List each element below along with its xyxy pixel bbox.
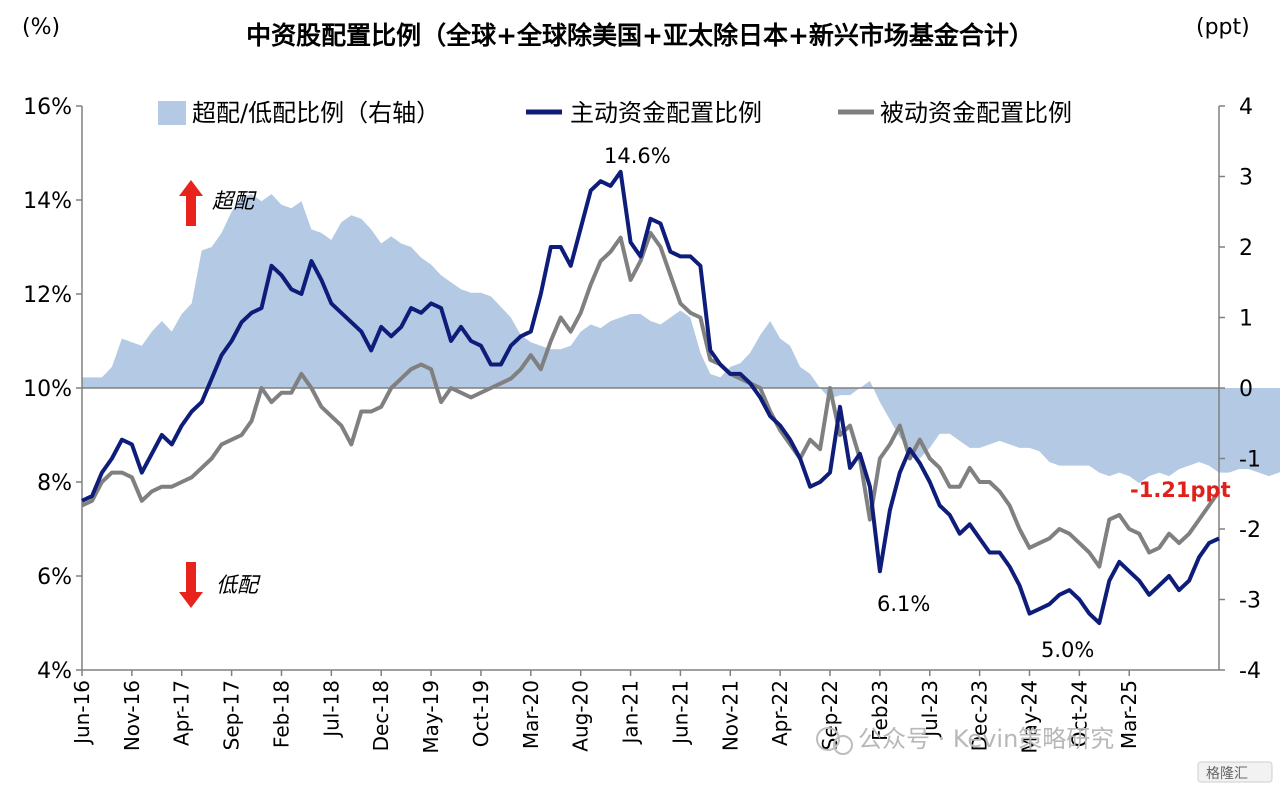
x-tick-label: Mar-20	[519, 680, 543, 749]
x-tick-label: May-19	[419, 680, 443, 754]
x-tick-label: Sep-17	[220, 680, 244, 750]
area-layer	[82, 194, 1280, 484]
annotation-peak: 14.6%	[604, 144, 671, 168]
annotation-low-2024: 5.0%	[1041, 638, 1094, 662]
annotation-latest-ppt: -1.21ppt	[1130, 478, 1231, 502]
right-tick-label: 1	[1239, 307, 1253, 332]
label-layer: 4% 6% 8% 10% 12% 14% 16% -4 -3 -2 -1 0 1 2 3 4 Jun-16 Nov…	[23, 95, 1261, 754]
right-axis-unit: (ppt)	[1196, 15, 1250, 40]
left-tick-label: 12%	[23, 283, 72, 308]
watermark-logo-icon	[816, 727, 853, 755]
right-tick-label: 2	[1239, 236, 1253, 261]
down-arrow-icon	[179, 562, 203, 608]
right-tick-label: -1	[1239, 448, 1261, 473]
x-tick-label: May-24	[1018, 680, 1042, 754]
legend-label-passive: 被动资金配置比例	[880, 99, 1072, 127]
x-tick-label: Apr-17	[170, 680, 194, 746]
x-tick-label: Jan-21	[619, 680, 643, 746]
axis-layer	[76, 105, 1225, 676]
watermark-text: 公众号 · Kevin策略研究	[858, 725, 1114, 753]
left-tick-label: 16%	[23, 95, 72, 120]
series-line-passive	[81, 230, 1221, 569]
left-axis-unit: (%)	[22, 15, 60, 40]
line-layer	[81, 169, 1221, 625]
chart-title: 中资股配置比例（全球+全球除美国+亚太除日本+新兴市场基金合计）	[246, 21, 1034, 50]
left-tick-label: 4%	[37, 659, 72, 684]
arrow-down-label: 低配	[216, 573, 261, 597]
corner-badge-text: 格隆汇	[1206, 766, 1248, 782]
series-line-active	[81, 169, 1220, 625]
x-tick-label: Apr-22	[768, 680, 792, 746]
x-tick-label: Jul-18	[319, 680, 343, 739]
x-tick-label: Nov-16	[120, 680, 144, 751]
legend-label-active: 主动资金配置比例	[570, 99, 762, 127]
x-tick-label: Jun-21	[668, 680, 692, 746]
left-tick-label: 6%	[37, 565, 72, 590]
x-tick-label: Mar-25	[1117, 680, 1141, 749]
x-tick-label: Jul-23	[918, 680, 942, 739]
x-tick-label: Oct-24	[1067, 680, 1091, 747]
legend-label-area: 超配/低配比例（右轴）	[192, 99, 440, 127]
annotation-low-2022: 6.1%	[877, 592, 930, 616]
x-tick-label: Aug-20	[569, 680, 593, 752]
arrow-up-label: 超配	[212, 189, 257, 213]
corner-badge	[1197, 761, 1273, 783]
x-tick-label: Nov-21	[718, 680, 742, 751]
right-tick-label: 0	[1239, 377, 1253, 402]
legend: 超配/低配比例（右轴） 主动资金配置比例 被动资金配置比例	[158, 99, 1072, 127]
series-area-overweight	[82, 194, 1280, 484]
right-tick-label: -4	[1239, 659, 1261, 684]
right-tick-label: 3	[1239, 166, 1253, 191]
right-tick-label: 4	[1239, 95, 1253, 120]
right-tick-label: -2	[1239, 518, 1261, 543]
legend-swatch-area	[158, 101, 186, 125]
x-tick-label: Oct-19	[469, 680, 493, 747]
right-tick-label: -3	[1239, 589, 1261, 614]
x-tick-label: Feb23	[868, 680, 892, 741]
up-arrow-icon	[179, 180, 203, 226]
left-tick-label: 10%	[23, 377, 72, 402]
x-tick-label: Dec-18	[369, 680, 393, 751]
left-tick-label: 8%	[37, 471, 72, 496]
x-tick-label: Dec-23	[968, 680, 992, 751]
x-tick-label: Feb-18	[269, 680, 293, 748]
x-tick-label: Jun-16	[70, 680, 94, 746]
left-tick-label: 14%	[23, 189, 72, 214]
